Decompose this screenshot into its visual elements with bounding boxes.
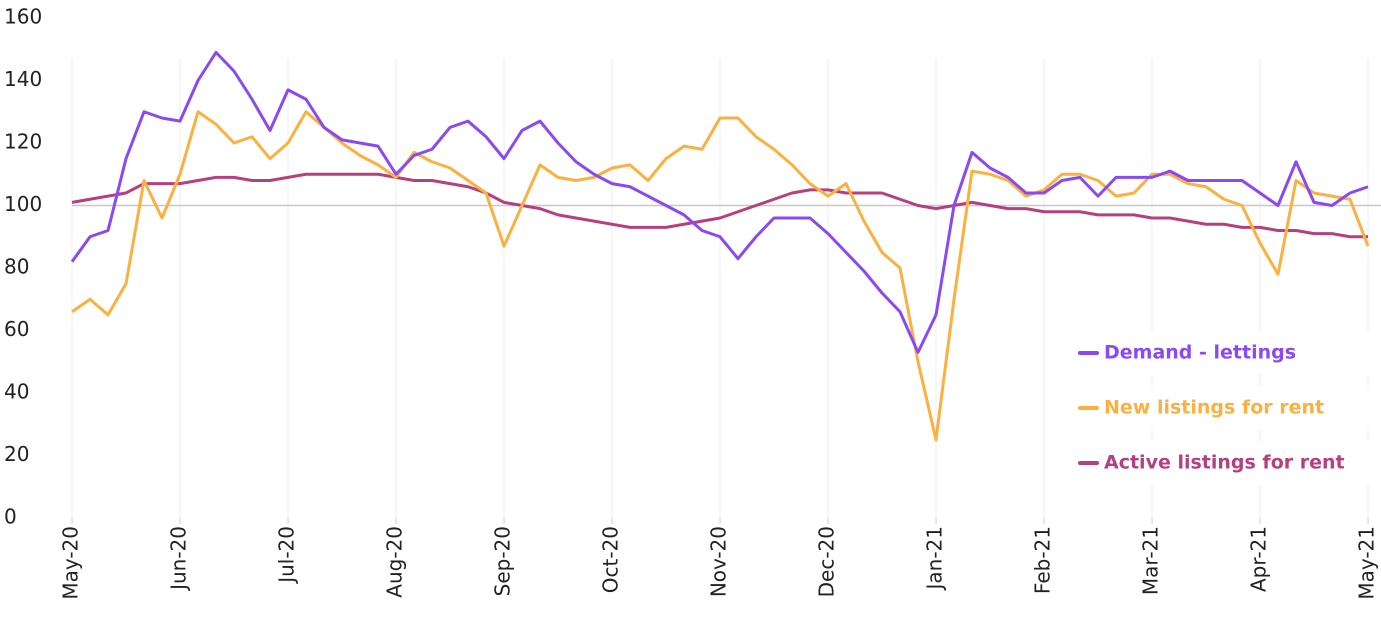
series-line — [71, 172, 1368, 239]
legend-background — [1070, 331, 1381, 375]
legend-label: Active listings for rent — [1104, 452, 1345, 474]
series-line — [71, 110, 1370, 442]
legend-label: Demand - lettings — [1104, 342, 1296, 364]
y-tick-label: 60 — [4, 317, 29, 341]
x-tick-label: Aug-20 — [383, 526, 407, 598]
x-tick-label: May-20 — [59, 526, 83, 600]
x-tick-label: Jul-20 — [275, 526, 299, 585]
y-tick-label: 140 — [4, 67, 42, 91]
y-tick-label: 20 — [4, 442, 29, 466]
x-tick-label: Apr-21 — [1247, 526, 1271, 592]
y-tick-label: 0 — [4, 505, 17, 529]
x-tick-label: Jun-20 — [167, 526, 191, 592]
y-tick-label: 40 — [4, 380, 29, 404]
legend-label: New listings for rent — [1104, 397, 1324, 419]
y-tick-label: 120 — [4, 130, 42, 154]
series-line — [70, 50, 1369, 354]
x-tick-label: Oct-20 — [599, 526, 623, 593]
legend-background — [1070, 386, 1381, 430]
x-tick-label: Feb-21 — [1031, 526, 1055, 594]
x-tick-label: Dec-20 — [815, 526, 839, 597]
x-tick-label: May-21 — [1355, 526, 1379, 600]
y-tick-label: 100 — [4, 192, 42, 216]
x-tick-label: Nov-20 — [707, 526, 731, 597]
x-tick-label: Sep-20 — [491, 526, 515, 596]
x-tick-label: Jan-21 — [923, 526, 947, 592]
y-tick-label: 80 — [4, 255, 29, 279]
legend-background — [1070, 441, 1381, 485]
y-tick-label: 160 — [4, 5, 42, 29]
x-tick-label: Mar-21 — [1139, 526, 1163, 595]
